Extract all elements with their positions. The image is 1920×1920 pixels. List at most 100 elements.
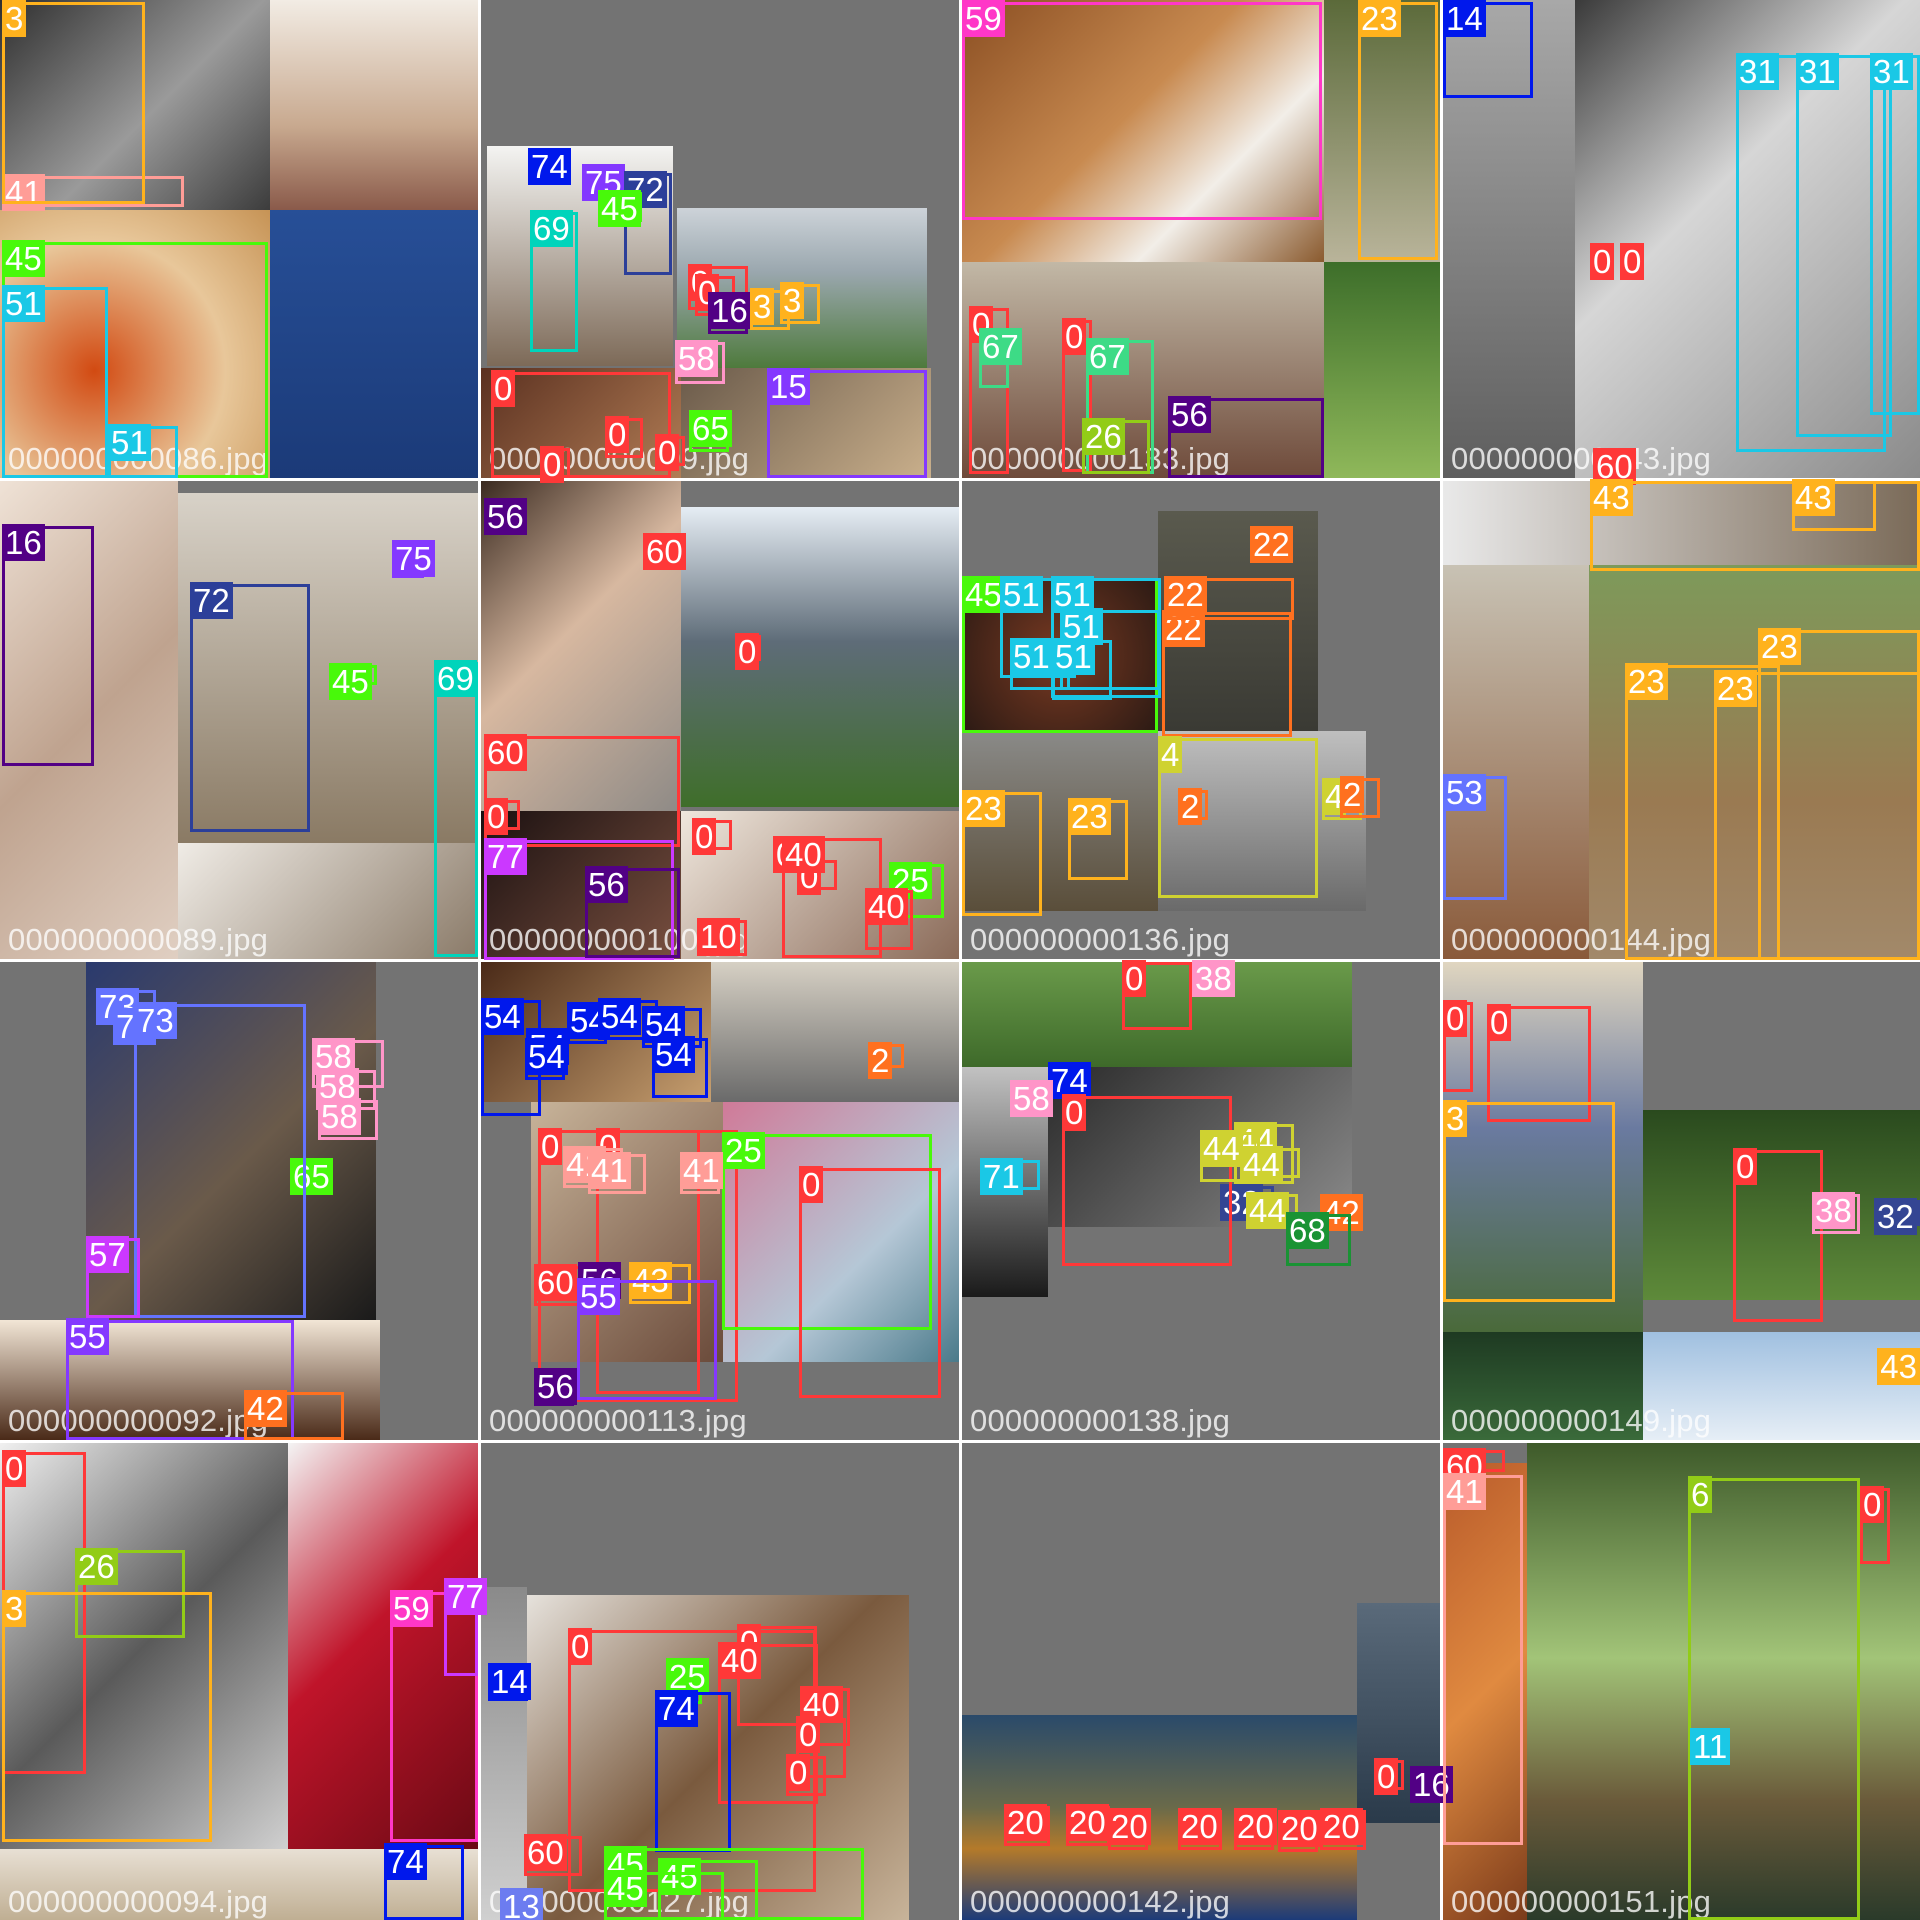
class-label: 20	[1004, 1804, 1047, 1841]
class-label: 74	[384, 1843, 427, 1880]
class-label: 23	[1758, 628, 1801, 665]
tile-filename: 000000000142.jpg	[970, 1884, 1231, 1919]
class-label: 45	[598, 190, 641, 227]
class-label: 15	[767, 368, 810, 405]
bounding-box	[390, 1592, 478, 1842]
class-label: 0	[1860, 1486, 1885, 1523]
class-label: 0	[538, 1128, 563, 1165]
class-label: 13	[500, 1888, 543, 1920]
class-label: 0	[1733, 1148, 1758, 1185]
photo-bench-top	[1443, 481, 1920, 565]
class-label: 0	[1620, 243, 1645, 280]
class-label: 74	[1048, 1062, 1091, 1099]
bounding-box	[134, 1004, 306, 1318]
class-label: 2	[1178, 788, 1203, 825]
class-label: 65	[290, 1158, 333, 1195]
bounding-box	[2, 287, 108, 478]
class-label: 43	[1590, 479, 1633, 516]
class-label: 65	[689, 410, 732, 447]
class-label: 67	[979, 328, 1022, 365]
class-label: 22	[1164, 576, 1207, 613]
class-label: 0	[568, 1628, 593, 1665]
class-label: 73	[134, 1002, 177, 1039]
photo-fence	[1324, 0, 1440, 262]
class-label: 74	[655, 1690, 698, 1727]
bounding-box	[484, 736, 680, 847]
class-label: 40	[865, 888, 908, 925]
class-label: 44	[1246, 1192, 1289, 1229]
class-label: 23	[1068, 798, 1111, 835]
photo-winter-trees	[270, 0, 478, 210]
class-label: 44	[1240, 1146, 1283, 1183]
bounding-box	[484, 840, 674, 960]
class-label: 25	[666, 1658, 709, 1695]
class-label: 3	[2, 1590, 27, 1627]
tile-filename: 000000000089.jpg	[8, 922, 269, 957]
class-label: 0	[1122, 960, 1147, 997]
class-label: 75	[392, 540, 435, 577]
class-label: 60	[524, 1834, 567, 1871]
bounding-box	[1870, 55, 1920, 415]
class-label: 6	[1688, 1476, 1713, 1513]
tile-divider	[0, 959, 1920, 962]
class-label: 43	[1792, 479, 1835, 516]
class-label: 11	[1690, 1728, 1731, 1765]
class-label: 0	[1062, 1094, 1087, 1131]
tile-filename: 000000000092.jpg	[8, 1403, 269, 1438]
class-label: 3	[1443, 1100, 1468, 1137]
class-label: 71	[980, 1158, 1023, 1195]
tile-filename: 000000000144.jpg	[1451, 922, 1712, 957]
class-label: 23	[1714, 670, 1757, 707]
class-label: 26	[1082, 418, 1125, 455]
class-label: 69	[434, 660, 477, 697]
class-label: 54	[481, 998, 524, 1035]
bounding-box	[1358, 2, 1438, 260]
bounding-box	[1487, 1006, 1591, 1122]
photo-chocolate-cake	[0, 1320, 380, 1440]
class-label: 0	[799, 1166, 824, 1203]
photo-tennis-player	[1643, 1110, 1920, 1300]
bounding-box	[767, 370, 927, 478]
bounding-box	[1443, 1475, 1523, 1845]
class-label: 68	[1286, 1212, 1329, 1249]
class-label: 26	[75, 1548, 118, 1585]
class-label: 23	[1625, 663, 1668, 700]
class-label: 51	[108, 424, 151, 461]
class-label: 31	[1736, 53, 1779, 90]
photo-motorcycle-couple	[1443, 962, 1643, 1332]
class-label: 53	[1443, 774, 1486, 811]
photo-hair-closeup	[481, 811, 681, 959]
bounding-box	[1443, 2, 1533, 98]
class-label: 41	[1443, 1473, 1486, 1510]
class-label: 0	[491, 370, 516, 407]
tile-filename: 000000000151.jpg	[1451, 1884, 1712, 1919]
bounding-box	[2, 2, 145, 204]
photo-girls-party	[962, 262, 1324, 478]
class-label: 45	[2, 240, 45, 277]
class-label: 60	[484, 734, 527, 771]
photo-snow-left	[1443, 0, 1575, 478]
class-label: 0	[484, 798, 509, 835]
class-label: 20	[1108, 1808, 1151, 1845]
class-label: 20	[1278, 1810, 1321, 1847]
mosaic-tile: 000000000149.jpg	[1443, 962, 1920, 1440]
photo-pizza	[1443, 565, 1589, 959]
bounding-box	[1688, 1478, 1860, 1920]
photo-harbor	[481, 1587, 527, 1920]
bounding-box	[799, 1168, 941, 1398]
tile-filename: 000000000094.jpg	[8, 1884, 269, 1919]
photo-sky	[1643, 1332, 1920, 1440]
class-label: 67	[1086, 338, 1129, 375]
bounding-box	[190, 584, 310, 832]
tile-filename: 000000000136.jpg	[970, 922, 1231, 957]
photo-motorcycle-bw	[0, 0, 270, 210]
photo-forest-train	[1527, 1443, 1920, 1920]
tile-filename: 000000000113.jpg	[489, 1403, 747, 1438]
bounding-box	[2, 1592, 212, 1842]
class-label: 44	[1200, 1130, 1243, 1167]
class-label: 58	[1010, 1080, 1053, 1117]
bounding-box	[1590, 481, 1920, 571]
class-label: 14	[488, 1663, 531, 1700]
class-label: 0	[540, 446, 565, 483]
